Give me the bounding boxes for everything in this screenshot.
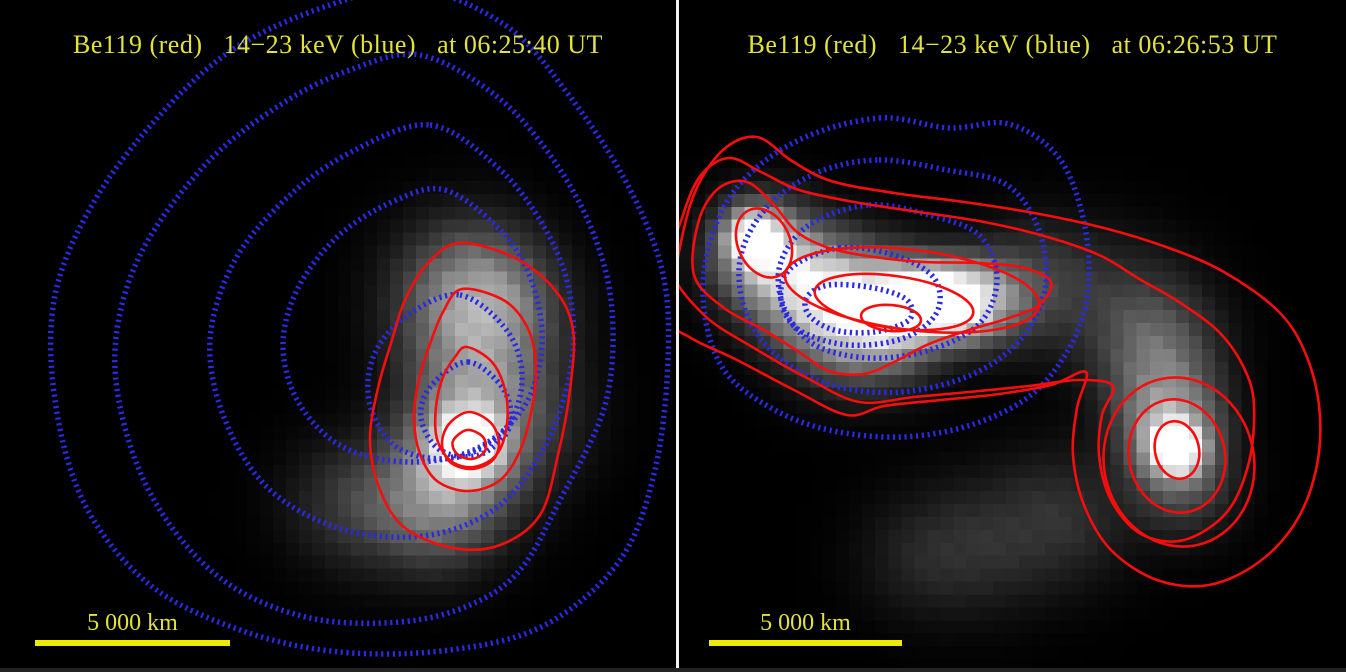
blue-dotted-contour-line [417, 359, 514, 460]
xray-image-canvas-left [0, 0, 676, 672]
red-contour-line [433, 345, 509, 469]
red-contour-line [1102, 376, 1256, 548]
panel-title-left: Be119 (red) 14−23 keV (blue) at 06:25:40… [73, 30, 603, 59]
red-contour-line [734, 207, 794, 279]
blue-dotted-contour-line [280, 185, 545, 465]
scale-bar-label-left: 5 000 km [87, 610, 178, 636]
panel-0626: Be119 (red) 14−23 keV (blue) at 06:26:53… [679, 0, 1346, 672]
scale-bar-label-right: 5 000 km [760, 610, 851, 636]
blue-dotted-contour-line [365, 291, 525, 462]
blue-dotted-contour-line [112, 51, 616, 627]
red-contour-line [859, 303, 923, 333]
bottom-edge-strip [0, 668, 1346, 672]
red-contour-line [679, 156, 1256, 543]
red-contour-line [368, 241, 576, 552]
panel-title-right: Be119 (red) 14−23 keV (blue) at 06:26:53… [747, 30, 1278, 59]
blue-dotted-contour-line [700, 115, 1092, 440]
red-contour-line [813, 272, 975, 332]
blue-dotted-contour-line [206, 122, 577, 540]
xray-image-canvas-right [679, 0, 1346, 672]
blue-dotted-contour-line [775, 201, 1000, 361]
scale-bar-line-right [709, 640, 902, 646]
contour-overlay-right [679, 115, 1322, 588]
panel-0625: Be119 (red) 14−23 keV (blue) at 06:25:40… [0, 0, 676, 672]
blue-dotted-contour-line [47, 0, 672, 657]
red-contour-line [451, 428, 488, 461]
scale-bar-right: 5 000 km [709, 610, 902, 646]
red-contour-line [1127, 398, 1227, 514]
scale-bar-left: 5 000 km [35, 610, 230, 646]
red-contour-line [679, 135, 1322, 588]
blue-dotted-contour-line [736, 157, 1050, 396]
red-contour-line [1153, 419, 1201, 481]
scale-bar-line-left [35, 640, 230, 646]
red-contour-line [440, 410, 501, 471]
contour-overlay-left [47, 0, 672, 657]
red-contour-line [412, 287, 538, 493]
red-contour-line [691, 179, 1053, 376]
panel-divider [676, 0, 679, 672]
blue-dotted-contour-line [802, 281, 916, 336]
